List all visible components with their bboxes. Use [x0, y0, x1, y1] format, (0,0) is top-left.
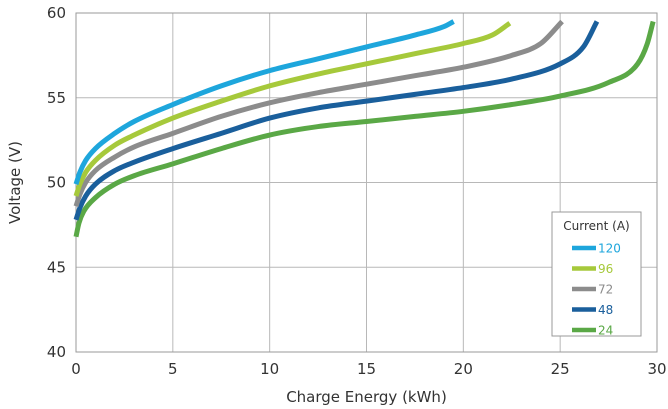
- x-tick-labels: 0 5 10 15 20 25 30: [71, 360, 666, 378]
- x-tick-label: 10: [260, 360, 279, 378]
- series-line-24: [73, 20, 656, 238]
- y-tick-label: 40: [47, 343, 66, 361]
- legend-label-24: 24: [598, 324, 613, 338]
- y-tick-labels: 40 45 50 55 60: [47, 4, 66, 361]
- legend-label-72: 72: [598, 283, 613, 297]
- x-tick-label: 0: [71, 360, 81, 378]
- legend: Current (A) 120 96 72 48 24: [551, 211, 642, 338]
- x-axis-title: Charge Energy (kWh): [286, 388, 447, 406]
- y-tick-label: 60: [47, 4, 66, 22]
- x-tick-label: 25: [551, 360, 570, 378]
- series-line-96: [73, 21, 512, 197]
- x-tick-label: 15: [357, 360, 376, 378]
- series-line-120: [73, 19, 455, 185]
- series-line-72: [73, 19, 564, 208]
- x-tick-label: 30: [647, 360, 666, 378]
- y-axis-title: Voltage (V): [6, 141, 24, 224]
- legend-label-96: 96: [598, 262, 613, 276]
- y-tick-label: 45: [47, 258, 66, 276]
- legend-label-120: 120: [598, 242, 621, 256]
- series-layer: [73, 19, 656, 238]
- legend-title: Current (A): [563, 219, 629, 233]
- legend-box: [551, 211, 642, 337]
- x-tick-label: 20: [454, 360, 473, 378]
- y-tick-label: 55: [47, 89, 66, 107]
- y-tick-label: 50: [47, 174, 66, 192]
- x-tick-label: 5: [168, 360, 178, 378]
- legend-label-48: 48: [598, 303, 613, 317]
- series-line-48: [73, 20, 600, 221]
